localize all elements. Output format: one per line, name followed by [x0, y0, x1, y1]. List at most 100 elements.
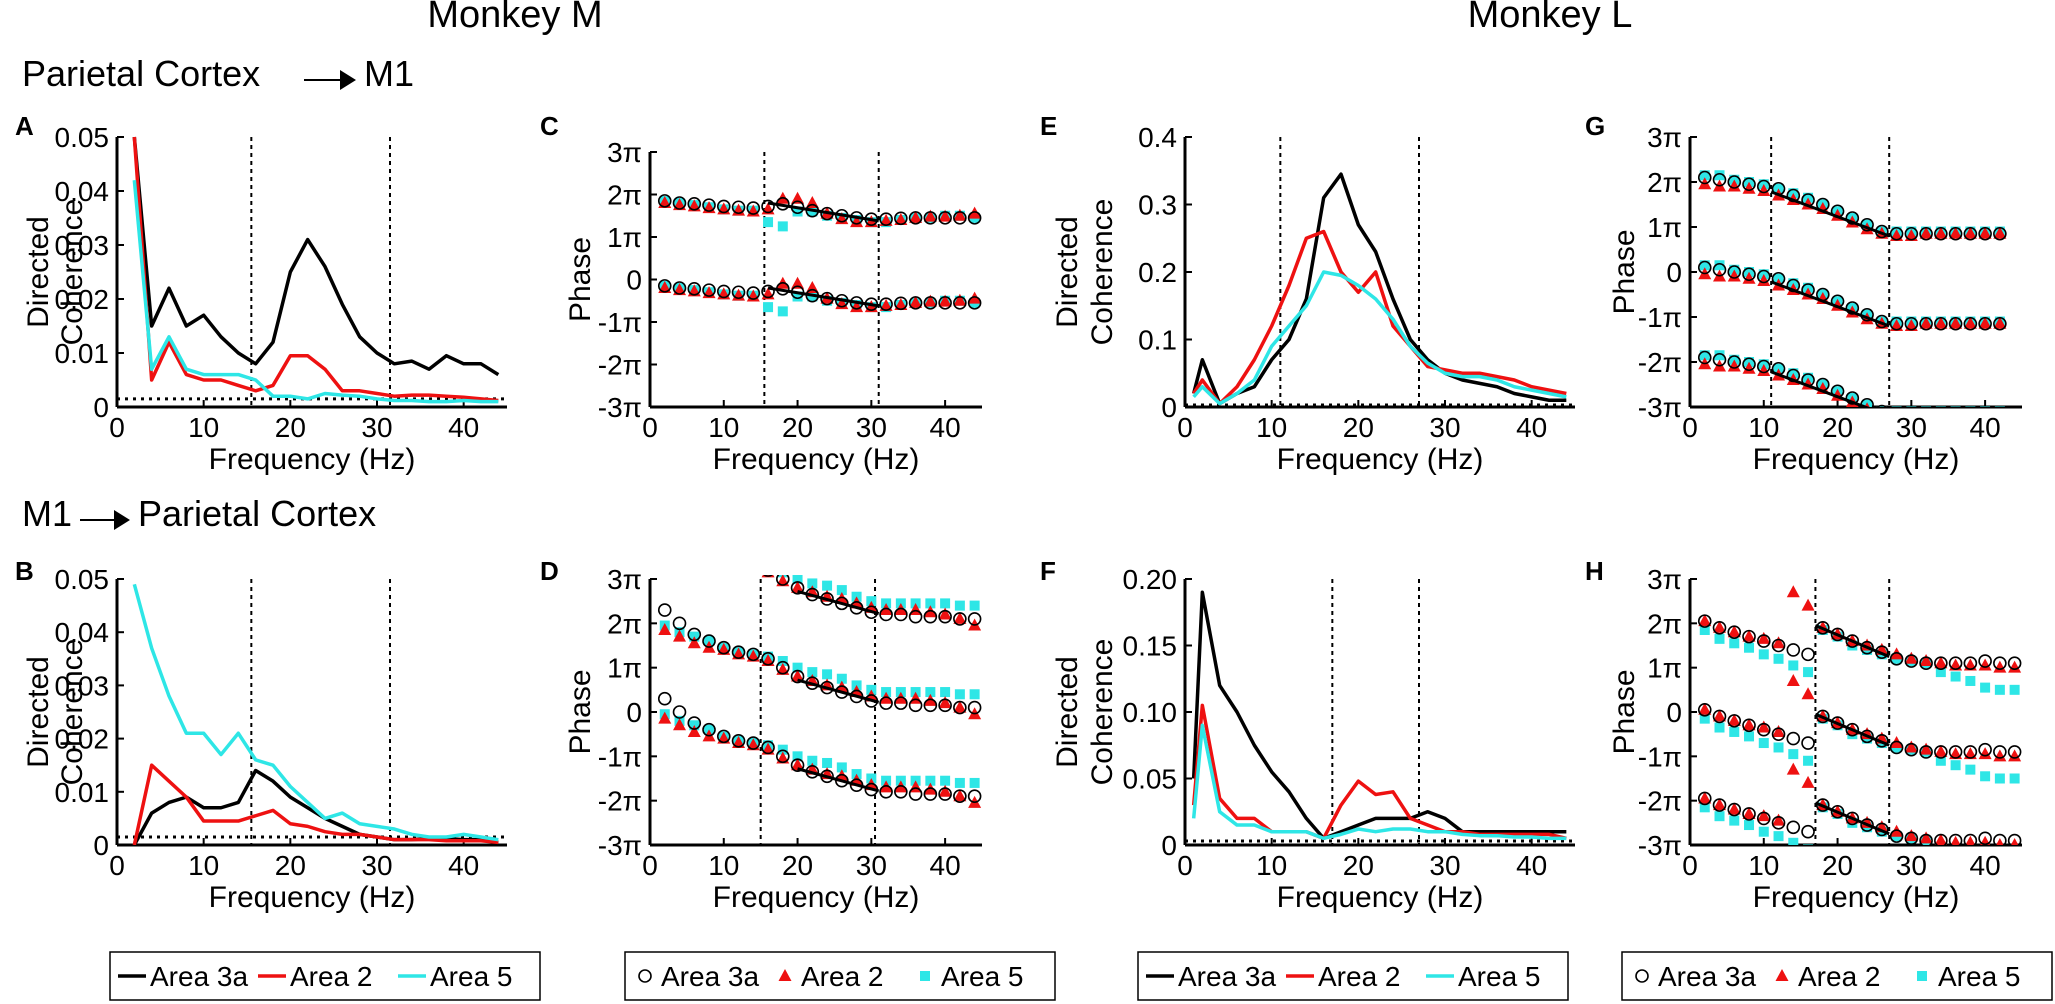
area3a-point: [1771, 727, 1786, 741]
x-axis-label: Frequency (Hz): [713, 881, 920, 914]
area3a-point: [1727, 625, 1742, 640]
y-tick-label: 3π: [1647, 564, 1682, 595]
area2-point: [909, 295, 923, 308]
area5-point: [1729, 638, 1740, 649]
area2-point: [806, 111, 819, 123]
area5-point: [969, 689, 980, 700]
phase-fit-line: [797, 589, 880, 616]
y-tick-label: 3π: [607, 137, 642, 168]
area3a-point: [1904, 226, 1919, 241]
area3a-point: [1993, 833, 2007, 845]
area2-point: [2008, 749, 2022, 762]
y-tick-label: 0: [626, 265, 642, 296]
area3a-point: [1830, 804, 1845, 819]
area2-point: [850, 130, 863, 142]
area3a-point: [657, 279, 672, 293]
row1-source-label: Parietal Cortex: [22, 53, 260, 94]
legend-square-marker: [920, 971, 930, 981]
area5-point: [822, 126, 832, 136]
area3a-point: [1954, 406, 1957, 407]
area5-point: [1980, 771, 1991, 782]
x-tick-label: 10: [1256, 412, 1287, 443]
area5-point: [675, 539, 685, 549]
area3a-point: [895, 127, 907, 139]
area3a-point: [746, 647, 761, 662]
y-tick-label: -2π: [598, 786, 642, 817]
area3a-point: [1712, 352, 1727, 367]
y-axis-label-line1: Directed: [22, 656, 55, 768]
panel-letter: B: [15, 556, 34, 586]
area3a-point: [1889, 740, 1904, 755]
area3a-point: [1940, 406, 1942, 407]
area5-point: [763, 132, 773, 142]
legend-box: [109, 951, 541, 1001]
area3a-point: [967, 296, 982, 310]
area5-point: [748, 121, 758, 131]
x-tick-label: 0: [642, 850, 658, 881]
area2-point: [1925, 406, 1927, 407]
area3a-point: [1727, 802, 1742, 817]
area5-point: [689, 115, 699, 125]
x-tick-label: 40: [448, 412, 479, 443]
area2-point: [938, 696, 952, 709]
area3a-point: [1756, 811, 1771, 826]
y-tick-label: -3π: [598, 830, 642, 861]
area2-point: [791, 669, 805, 682]
x-tick-label: 30: [361, 412, 392, 443]
area3a-point: [703, 546, 715, 558]
legend-box: [624, 951, 1056, 1001]
area2-point: [1993, 316, 2007, 329]
area2-point: [673, 629, 687, 642]
area5-point: [1773, 742, 1784, 753]
area2-point: [1772, 724, 1786, 737]
area5-point: [940, 126, 950, 136]
area5-point: [1994, 773, 2005, 784]
area3a-point: [1697, 350, 1712, 365]
area3a-point: [1919, 833, 1933, 845]
y-tick-label: 0.03: [55, 670, 110, 701]
area5-point: [1980, 682, 1991, 693]
area3a-point: [1697, 791, 1712, 806]
y-tick-label: 1π: [607, 653, 642, 684]
area3a-point: [1771, 638, 1786, 653]
area2-point: [1919, 226, 1933, 239]
area5-point: [1935, 755, 1946, 766]
area3a-point: [1963, 656, 1978, 671]
x-tick-label: 0: [1177, 412, 1193, 443]
area5-point: [1744, 731, 1755, 742]
legend-4: Area 3a Area 2 Area 5: [1621, 951, 2053, 1001]
y-tick-label: -2π: [598, 350, 642, 381]
area3a-point: [1697, 614, 1712, 628]
area3a-point: [1697, 260, 1712, 275]
y-tick-label: -3π: [1638, 392, 1682, 423]
area3a-point: [1727, 175, 1742, 189]
phase-fit-line: [767, 286, 879, 308]
area3a-point: [775, 660, 790, 675]
area5-point: [704, 117, 714, 127]
area3a-point: [761, 651, 775, 666]
area2-point: [1713, 620, 1727, 633]
area3a-point: [657, 603, 672, 617]
area3a-point: [939, 127, 951, 139]
area3a-point: [1978, 316, 1992, 331]
area2-point: [1996, 838, 2004, 845]
y-tick-label: 0.05: [55, 122, 110, 153]
area3a-point: [894, 696, 908, 710]
area3a-point: [1786, 643, 1801, 657]
legend-label: Area 3a: [1178, 961, 1276, 992]
area3a-point: [1948, 656, 1963, 671]
x-tick-label: 0: [1177, 850, 1193, 881]
x-axis-label: Frequency (Hz): [209, 881, 416, 914]
legend-label: Area 5: [1938, 961, 2021, 992]
area5-point: [1951, 849, 1961, 859]
area2-point: [880, 129, 893, 141]
x-tick-label: 20: [782, 412, 813, 443]
x-axis-label: Frequency (Hz): [209, 443, 416, 476]
y-axis-label-line1: Directed: [1051, 656, 1084, 768]
area3a-point: [687, 716, 702, 730]
area3a-point: [792, 116, 804, 128]
area5-point: [940, 687, 951, 698]
area3a-point: [1697, 702, 1712, 717]
area5-point: [1891, 406, 1902, 407]
